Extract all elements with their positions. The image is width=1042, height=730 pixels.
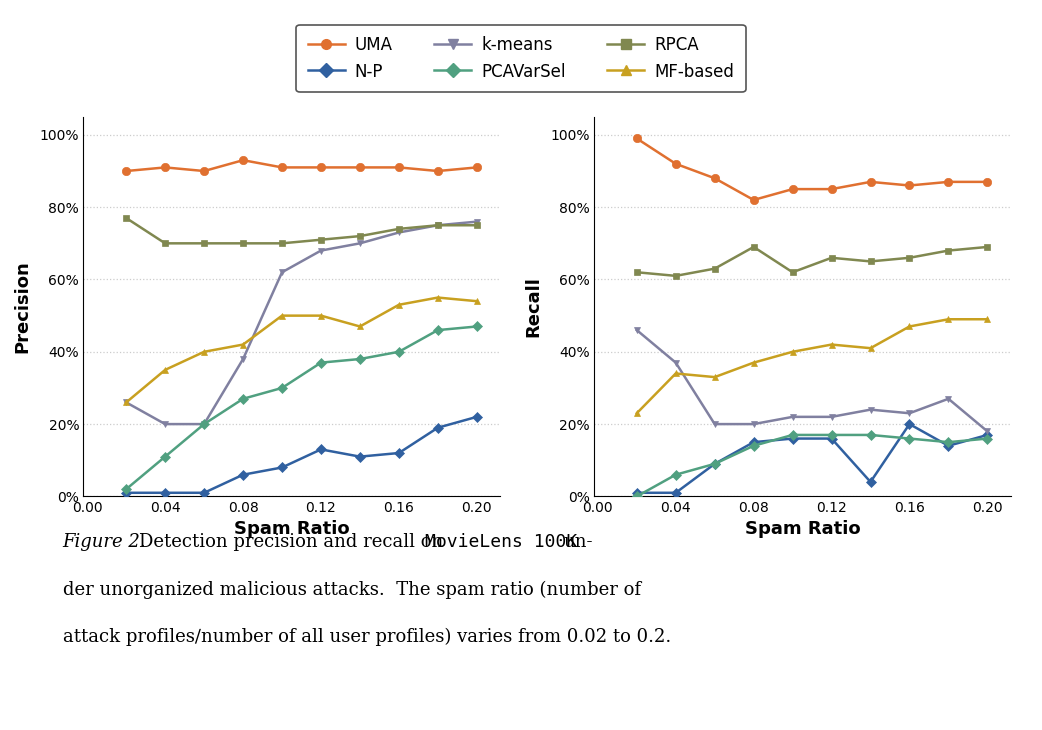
Text: attack profiles∕number of all user profiles) varies from 0.02 to 0.2.: attack profiles∕number of all user profi… [63,628,671,646]
Text: un-: un- [564,533,593,551]
Text: MovieLens 100K: MovieLens 100K [425,533,577,551]
Y-axis label: Recall: Recall [524,276,542,337]
Y-axis label: Precision: Precision [14,260,31,353]
X-axis label: Spam Ratio: Spam Ratio [745,520,860,538]
Legend: UMA, N-P, k-means, PCAVarSel, RPCA, MF-based: UMA, N-P, k-means, PCAVarSel, RPCA, MF-b… [297,25,745,92]
Text: der unorganized malicious attacks.  The spam ratio (number of: der unorganized malicious attacks. The s… [63,580,641,599]
Text: Detection precision and recall on: Detection precision and recall on [139,533,443,551]
X-axis label: Spam Ratio: Spam Ratio [234,520,349,538]
Text: Figure 2.: Figure 2. [63,533,146,551]
